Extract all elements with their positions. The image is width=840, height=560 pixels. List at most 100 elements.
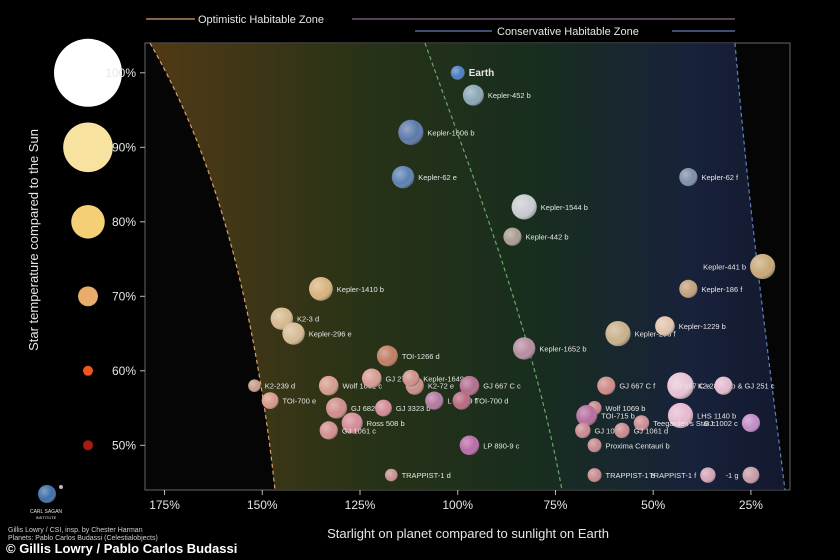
- planet-shading: [341, 412, 363, 434]
- copyright-footer: © Gillis Lowry / Pablo Carlos Budassi: [6, 541, 238, 556]
- planet-shading: [459, 375, 480, 396]
- planet-point: Ross 508 b: [341, 412, 405, 434]
- planet-shading: [576, 405, 598, 426]
- planet-label: TRAPPIST-1 f: [649, 471, 697, 480]
- planet-shading: [750, 253, 776, 280]
- planet-shading: [375, 399, 392, 417]
- planet-point: TOI-700 d: [452, 391, 508, 410]
- planet-label: K2-239 d: [265, 382, 295, 391]
- credit-line-1: Gillis Lowry / CSI, insp. by Chester Har…: [8, 527, 143, 534]
- planet-point: Earth: [450, 65, 495, 80]
- y-axis-label: Star temperature compared to the Sun: [26, 129, 41, 351]
- planet-label: LP 890-9 c: [483, 441, 519, 450]
- planet-label: TRAPPIST-1 d: [402, 471, 451, 480]
- planet-point: Kepler-186 f: [679, 279, 743, 298]
- planet-point: Wolf 1061 c: [318, 375, 383, 396]
- star-size-marker: [78, 286, 98, 307]
- planet-point: TOI-700 e: [261, 392, 316, 409]
- planet-shading: [450, 65, 465, 80]
- x-tick-label: 25%: [739, 498, 763, 512]
- planet-shading: [376, 345, 398, 367]
- x-axis-ticks: 175% 150% 125% 100% 75% 50% 25%: [149, 490, 763, 512]
- planet-point: Kepler-62 f: [679, 168, 739, 187]
- planet-label: Kepler-1410 b: [337, 285, 384, 294]
- planet-shading: [452, 391, 471, 410]
- y-tick-label: 90%: [112, 140, 136, 154]
- x-tick-label: 150%: [247, 498, 278, 512]
- planet-label: TOI-700 e: [282, 397, 316, 406]
- planet-point: GJ 682 b: [326, 397, 381, 419]
- planet-label: Kepler-452 b: [488, 91, 531, 100]
- planet-point: GJ 273 b: [361, 368, 416, 389]
- planet-label: TOI-1266 d: [402, 352, 440, 361]
- planet-shading: [326, 397, 348, 419]
- planet-point: Kepler-296 f: [605, 320, 677, 347]
- planet-label: Kepler-186 f: [701, 285, 743, 294]
- planet-shading: [597, 376, 616, 395]
- planet-shading: [361, 368, 382, 389]
- planet-label: GJ 667 C f: [619, 382, 656, 391]
- planet-label: Kepler-1544 b: [541, 203, 588, 212]
- planet-shading: [248, 379, 261, 393]
- planet-shading: [587, 438, 602, 453]
- planet-shading: [503, 227, 522, 246]
- planet-label: TRAPPIST-1 e: [606, 471, 655, 480]
- planet-shading: [384, 468, 398, 482]
- planet-label: K2-3 d: [297, 315, 319, 324]
- planet-label: GJ 273 b: [386, 374, 416, 383]
- y-tick-label: 80%: [112, 215, 136, 229]
- planet-point: GJ 1061 c: [319, 421, 376, 440]
- planet-label: GJ 3323 b: [396, 404, 431, 413]
- planet-shading: [667, 372, 694, 400]
- y-tick-label: 100%: [105, 66, 136, 80]
- conservative-zone-inner-edge: [424, 42, 563, 491]
- planet-label: -1 g: [726, 471, 739, 480]
- planet-label: Wolf 1061 c: [343, 382, 383, 391]
- credit-line-2: Planets: Pablo Carlos Budassi (Celestial…: [8, 535, 158, 542]
- planet-label: GJ 1002 c: [704, 419, 738, 428]
- planet-shading: [679, 168, 698, 187]
- star-size-marker: [63, 122, 113, 173]
- planet-label: Kepler-1649 c: [423, 374, 470, 383]
- planet-shading: [261, 392, 279, 409]
- planet-point: GJ 667 C e: [673, 376, 733, 395]
- x-tick-label: 125%: [345, 498, 376, 512]
- planet-shading: [614, 422, 630, 439]
- planet-label: Ross 508 b: [367, 419, 405, 428]
- planet-shading: [398, 119, 424, 145]
- x-tick-label: 75%: [543, 498, 567, 512]
- planet-point: GJ 667 C c: [459, 375, 521, 396]
- planet-point: LHS 1140 b: [667, 402, 736, 429]
- planet-shading: [700, 467, 716, 483]
- planet-shading: [679, 279, 698, 298]
- planet-shading: [667, 402, 694, 429]
- planet-shading: [714, 376, 733, 395]
- planet-point: GJ 1061 d: [614, 422, 668, 439]
- planet-point: Kepler-452 b: [462, 84, 531, 106]
- planet-label: K2-72 e: [428, 382, 454, 391]
- planet-label: Earth: [469, 68, 495, 79]
- planet-point: TRAPPIST-1 f: [649, 467, 716, 483]
- planets: Earth Kepler-452 b Kepler-1606 b Kepler-62 …: [248, 65, 776, 484]
- planet-label: Kepler-296 f: [635, 330, 677, 339]
- planet-label: GJ 667 C c: [483, 382, 521, 391]
- planet-shading: [425, 391, 444, 410]
- planet-label: Kepler-1606 b: [427, 128, 474, 137]
- planet-point: Kepler-1606 b: [398, 119, 475, 145]
- star-temperature-legend: 100% 90% 80% 70% 60% 50%: [54, 38, 145, 452]
- planet-point: Proxima Centauri b: [587, 438, 670, 453]
- planet-shading: [459, 435, 480, 456]
- planet-point: TOI-715 b: [576, 405, 635, 426]
- planet-shading: [318, 375, 339, 396]
- planet-point: Kepler-1649 c: [402, 369, 470, 387]
- planet-shading: [575, 422, 591, 439]
- planet-point: GJ 667 C f: [597, 376, 656, 395]
- planet-point: Kepler-296 e: [282, 322, 352, 345]
- star-size-marker: [83, 440, 93, 451]
- conservative-legend-label: Conservative Habitable Zone: [497, 26, 639, 38]
- planet-label: K2-288 B b & GJ 251 c: [698, 382, 775, 391]
- x-axis-label: Starlight on planet compared to sunlight…: [327, 526, 609, 541]
- planet-label: Proxima Centauri b: [606, 441, 670, 450]
- planet-label: Kepler-62 e: [418, 173, 457, 182]
